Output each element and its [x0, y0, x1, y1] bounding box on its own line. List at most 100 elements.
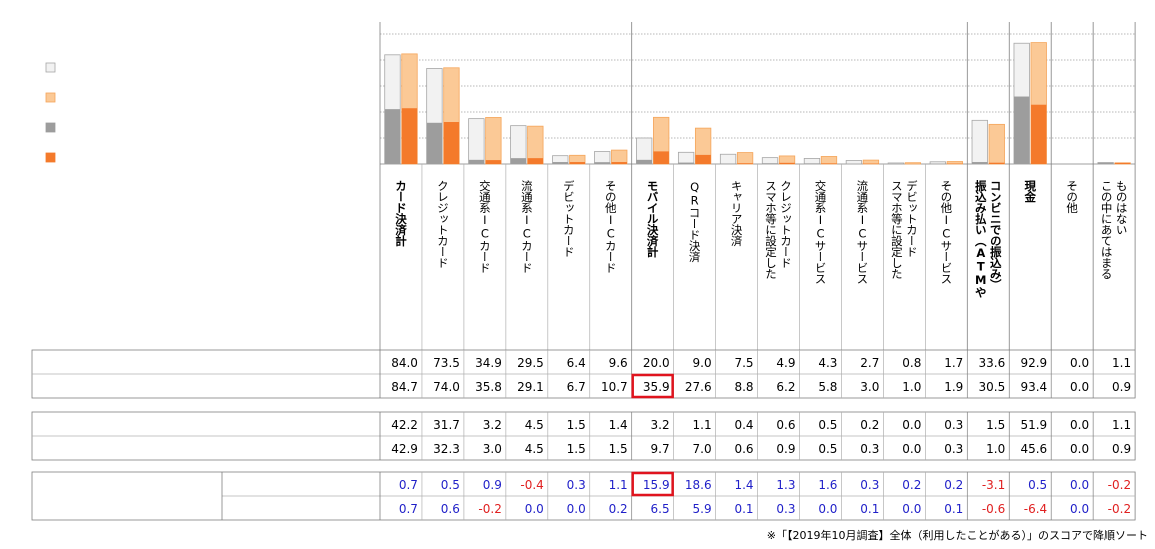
category-label: この中にあてはまる: [1100, 180, 1114, 279]
table-cell: 73.5: [433, 356, 460, 370]
table-cell: 84.0: [391, 356, 418, 370]
table-cell: 0.0: [1070, 442, 1089, 456]
table-cell: 0.8: [902, 356, 921, 370]
bar-oct-most: [737, 163, 753, 164]
bar-mar-most: [426, 122, 443, 164]
legend-swatch: [45, 92, 56, 103]
table-cell: 1.5: [986, 418, 1005, 432]
table-cell: 3.0: [860, 380, 879, 394]
diff-cell: 0.9: [483, 478, 502, 492]
bar-oct-most: [569, 162, 586, 164]
bar-oct-most: [779, 162, 795, 164]
table-cell: 6.2: [776, 380, 795, 394]
bar-oct-most: [443, 122, 460, 164]
table-cell: 0.9: [1112, 442, 1131, 456]
table-cell: 7.5: [734, 356, 753, 370]
diff-cell: -0.4: [520, 478, 543, 492]
bars: [384, 42, 1131, 165]
diff-cell: 0.3: [567, 478, 586, 492]
category-label: キャリア決済: [730, 180, 744, 246]
table-cell: 84.7: [391, 380, 418, 394]
table-cell: 1.0: [986, 442, 1005, 456]
table-cell: 0.0: [1070, 418, 1089, 432]
diff-cell: 0.3: [860, 478, 879, 492]
bar-mar-most: [972, 162, 988, 164]
diff-cell: 0.2: [902, 478, 921, 492]
table-cell: 6.7: [567, 380, 586, 394]
diff-cell: 15.9: [643, 478, 670, 492]
diff-cell: 0.0: [525, 502, 544, 516]
bar-mar-used: [468, 118, 485, 165]
legend: [45, 62, 56, 163]
bar-mar-most: [804, 163, 820, 164]
table-cell: 0.3: [944, 418, 963, 432]
category-label: 交通系ICカード: [478, 179, 492, 273]
bar-oct-most: [1114, 162, 1131, 164]
table-cell: 27.6: [685, 380, 712, 394]
legend-swatch: [45, 152, 56, 163]
bar-mar-most: [594, 162, 610, 164]
table-cell: 0.3: [944, 442, 963, 456]
bar-oct-used: [611, 149, 628, 165]
table-cell: 30.5: [979, 380, 1006, 394]
bar-mar-most: [510, 158, 527, 164]
bar-mar-used: [719, 153, 737, 165]
table-cell: 4.3: [818, 356, 837, 370]
table-cell: 92.9: [1020, 356, 1047, 370]
category-label: ものはない: [1115, 180, 1129, 235]
table-cell: 0.9: [1112, 380, 1131, 394]
bar-oct-used: [736, 152, 754, 165]
table-cell: 1.1: [1112, 418, 1131, 432]
table-cell: 1.4: [609, 418, 628, 432]
bar-mar-used: [971, 119, 988, 165]
diff-cell: 0.7: [399, 502, 418, 516]
table-cell: 0.2: [860, 418, 879, 432]
table-cell: 1.1: [693, 418, 712, 432]
diff-cell: 5.9: [693, 502, 712, 516]
bar-oct-most: [821, 163, 837, 164]
category-label: その他: [1065, 180, 1079, 213]
table-cell: 0.4: [734, 418, 753, 432]
diff-cell: 0.0: [818, 502, 837, 516]
table-cell: 7.0: [693, 442, 712, 456]
category-label: その他ICカード: [604, 180, 618, 273]
table-cell: 0.9: [776, 442, 795, 456]
category-label: クレジットカード: [436, 180, 450, 268]
bar-oct-most: [527, 158, 544, 164]
table-cell: 4.9: [776, 356, 795, 370]
table-cell: 29.5: [517, 356, 544, 370]
table-cell: 0.0: [902, 418, 921, 432]
table-cell: 0.6: [734, 442, 753, 456]
category-label: 流通系ICサービス: [855, 179, 869, 284]
table-cell: 5.8: [818, 380, 837, 394]
table-cell: 20.0: [643, 356, 670, 370]
bar-mar-used: [761, 157, 779, 165]
bar-mar-used: [594, 151, 611, 165]
category-label: 交通系ICサービス: [813, 179, 827, 284]
category-label: クレジットカード: [779, 180, 793, 268]
table-cell: 93.4: [1020, 380, 1047, 394]
bar-mar-used: [887, 162, 905, 165]
table-cell: 6.4: [567, 356, 586, 370]
table-cell: 3.2: [483, 418, 502, 432]
bar-oct-used: [778, 155, 796, 165]
diff-cell: 0.1: [860, 502, 879, 516]
category-label: 流通系ICカード: [520, 179, 534, 273]
highlight-box: [631, 471, 674, 497]
category-label: その他ICサービス: [939, 180, 953, 284]
diff-cell: 6.5: [651, 502, 670, 516]
bar-oct-used: [862, 159, 880, 165]
table-cell: 1.1: [1112, 356, 1131, 370]
table-cell: 32.3: [433, 442, 460, 456]
diff-cell: 0.0: [1070, 502, 1089, 516]
diff-cell: 0.5: [1028, 478, 1047, 492]
table-cell: 35.9: [643, 380, 670, 394]
table-cell: 3.0: [483, 442, 502, 456]
diff-cell: -0.2: [478, 502, 501, 516]
bar-oct-most: [611, 162, 627, 164]
table-cell: 4.5: [525, 442, 544, 456]
diff-cell: 0.7: [399, 478, 418, 492]
diff-cell: 1.6: [818, 478, 837, 492]
bar-mar-most: [720, 163, 736, 164]
